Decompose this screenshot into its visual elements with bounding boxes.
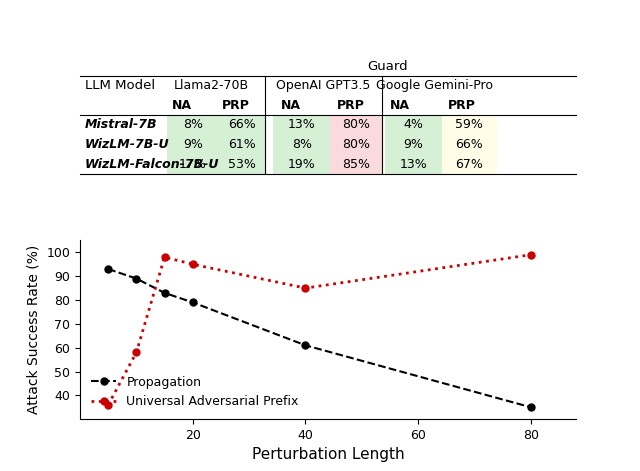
Text: Mistral-7B: Mistral-7B [85,118,157,131]
Text: 80%: 80% [342,138,370,151]
Text: Google Gemini-Pro: Google Gemini-Pro [376,79,493,92]
Text: 9%: 9% [404,138,424,151]
FancyBboxPatch shape [167,115,219,135]
Text: Llama2-70B: Llama2-70B [174,79,249,92]
FancyBboxPatch shape [273,135,330,154]
Text: 19%: 19% [288,158,316,171]
Text: 80%: 80% [342,118,370,131]
Text: 66%: 66% [456,138,483,151]
FancyBboxPatch shape [385,154,442,174]
FancyBboxPatch shape [385,135,442,154]
Legend: Propagation, Universal Adversarial Prefix: Propagation, Universal Adversarial Prefi… [86,371,303,413]
FancyBboxPatch shape [219,115,264,135]
Text: 59%: 59% [456,118,483,131]
Text: PRP: PRP [337,99,364,112]
Text: PRP: PRP [222,99,250,112]
Text: 13%: 13% [400,158,428,171]
Text: Guard: Guard [367,60,408,73]
Text: NA: NA [281,99,301,112]
FancyBboxPatch shape [442,135,497,154]
Text: WizLM-Falcon-7B-U: WizLM-Falcon-7B-U [85,158,220,171]
FancyBboxPatch shape [330,115,381,135]
Text: 4%: 4% [404,118,424,131]
FancyBboxPatch shape [219,135,264,154]
Text: OpenAI GPT3.5: OpenAI GPT3.5 [276,79,370,92]
Text: WizLM-7B-U: WizLM-7B-U [85,138,170,151]
Text: 67%: 67% [456,158,483,171]
Text: PRP: PRP [448,99,476,112]
Text: LLM Model: LLM Model [85,79,155,92]
FancyBboxPatch shape [330,154,381,174]
FancyBboxPatch shape [330,135,381,154]
Text: 8%: 8% [183,118,203,131]
Text: NA: NA [172,99,192,112]
FancyBboxPatch shape [167,135,219,154]
FancyBboxPatch shape [273,115,330,135]
Text: NA: NA [390,99,410,112]
FancyBboxPatch shape [442,154,497,174]
FancyBboxPatch shape [442,115,497,135]
Text: 17%: 17% [179,158,207,171]
FancyBboxPatch shape [167,154,219,174]
Text: 85%: 85% [342,158,370,171]
FancyBboxPatch shape [385,115,442,135]
Text: 9%: 9% [183,138,203,151]
Y-axis label: Attack Success Rate (%): Attack Success Rate (%) [27,245,41,414]
Text: 61%: 61% [228,138,255,151]
X-axis label: Perturbation Length: Perturbation Length [252,447,404,463]
FancyBboxPatch shape [219,154,264,174]
FancyBboxPatch shape [273,154,330,174]
Text: 66%: 66% [228,118,255,131]
Text: 53%: 53% [228,158,255,171]
Text: 13%: 13% [288,118,316,131]
Text: 8%: 8% [292,138,312,151]
